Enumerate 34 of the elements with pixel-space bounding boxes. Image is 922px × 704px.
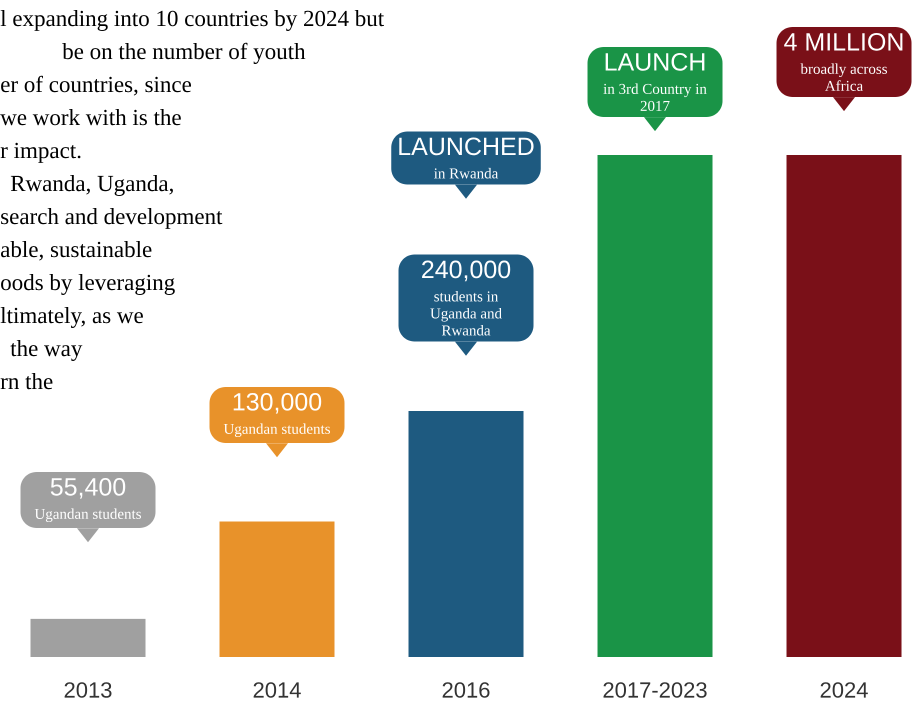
text: broadly across Africa — [800, 63, 888, 91]
annotation: students in Uganda and Rwanda — [430, 290, 502, 336]
text: LAUNCH — [606, 53, 704, 71]
bar — [786, 154, 902, 657]
annotation: able, sustainable — [1, 241, 152, 261]
annotation: r impact. — [0, 142, 80, 163]
annotation: 240,000 — [422, 260, 510, 282]
bar — [598, 154, 713, 657]
x-tick-label: 2024 — [820, 682, 868, 698]
x-tick-label: 2017-2023 — [604, 682, 707, 698]
bar — [408, 411, 524, 657]
text: be on the number of youth — [62, 42, 306, 64]
annotation: oods by leveraging — [1, 274, 175, 295]
annotation: search and development — [1, 208, 222, 229]
x-tick-label: 2016 — [442, 682, 490, 698]
x-tick-label: 2013 — [64, 682, 112, 698]
annotation: ltimately, as we — [0, 307, 143, 328]
bar — [220, 521, 335, 657]
annotation: Ugandan students — [34, 508, 141, 522]
annotation: 55,400 — [50, 478, 126, 499]
text: l expanding into 10 countries by 2024 but — [0, 10, 384, 31]
annotation: the way — [10, 340, 82, 361]
annotation: rn the — [0, 373, 52, 390]
text: we work with is the — [0, 109, 181, 126]
text: in 3rd Country in 2017 — [603, 83, 707, 111]
text: er of countries, since — [1, 76, 192, 96]
x-tick-label: 2014 — [254, 682, 301, 698]
text: 4 MILLION — [784, 32, 902, 51]
annotation: Rwanda, Uganda, — [10, 175, 173, 196]
bar — [30, 618, 146, 657]
annotation: Ugandan students — [224, 423, 330, 438]
annotation: in Rwanda — [434, 168, 498, 178]
annotation: 130,000 — [234, 392, 322, 414]
annotation: LAUNCHED — [399, 138, 534, 156]
